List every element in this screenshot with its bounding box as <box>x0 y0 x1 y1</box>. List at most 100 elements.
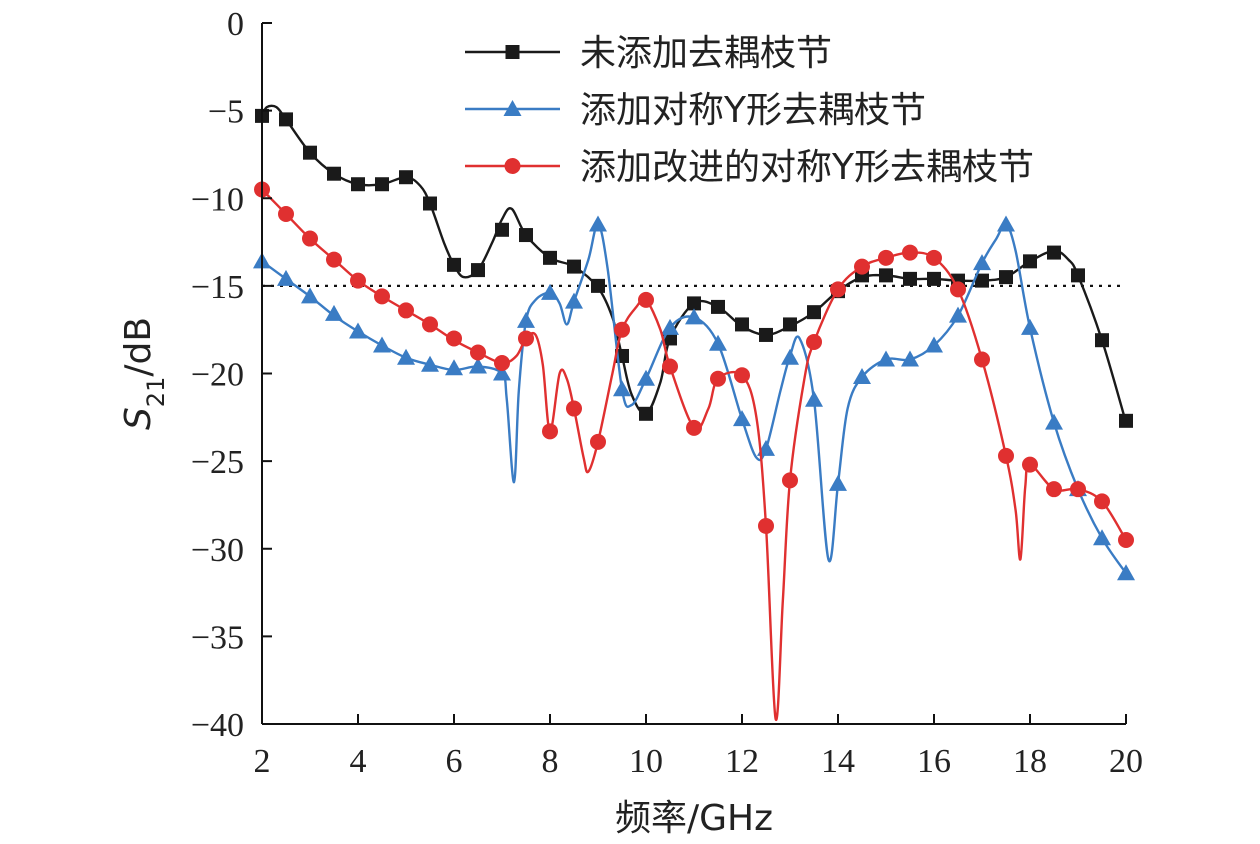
x-tick-label: 2 <box>254 743 271 780</box>
series-2-point <box>1045 413 1063 430</box>
series-2-point <box>445 359 463 376</box>
series-1-point <box>783 317 797 332</box>
series-3-point <box>302 230 318 247</box>
series-1-point <box>447 257 461 272</box>
series-2-point <box>805 390 823 407</box>
series-3-point <box>398 302 414 319</box>
series-3-point <box>518 330 534 347</box>
series-2-point <box>349 322 367 339</box>
x-tick-label: 20 <box>1109 743 1143 780</box>
series-3-point <box>470 344 486 361</box>
series-1-point <box>591 278 605 293</box>
series-1-point <box>639 406 653 421</box>
series-3-point <box>974 351 990 368</box>
series-1-point <box>495 222 509 237</box>
series-2-point <box>277 269 295 286</box>
series-2-point <box>829 474 847 491</box>
series-1-point <box>711 299 725 314</box>
series-layer <box>253 104 1135 721</box>
series-2-point <box>781 348 799 365</box>
series-2-point <box>517 311 535 328</box>
series-1-point <box>1071 268 1085 283</box>
series-3-point <box>566 400 582 417</box>
series-2-point <box>469 357 487 374</box>
series-2-point <box>685 308 703 325</box>
series-1-point <box>1095 333 1109 348</box>
series-1-point <box>303 145 317 160</box>
series-2-point <box>565 292 583 309</box>
x-tick-label: 12 <box>725 743 759 780</box>
series-1-point <box>543 250 557 265</box>
series-2-point <box>901 350 919 367</box>
series-3-point <box>854 258 870 275</box>
y-tick-label: −15 <box>191 269 244 306</box>
series-3-point <box>686 419 702 436</box>
series-1-point <box>375 177 389 192</box>
series-3-point <box>1094 493 1110 510</box>
legend-label: 添加改进的对称Y形去耦枝节 <box>580 147 1034 188</box>
series-1-point <box>423 196 437 211</box>
series-3-point <box>782 472 798 489</box>
series-1-point <box>687 296 701 311</box>
series-3-point <box>350 272 366 289</box>
series-1-point <box>999 270 1013 285</box>
series-1-point <box>879 268 893 283</box>
series-3-point <box>926 249 942 266</box>
series-2-point <box>397 348 415 365</box>
series-3-point <box>446 330 462 347</box>
series-2-point <box>973 254 991 271</box>
legend-label: 添加对称Y形去耦枝节 <box>580 90 926 131</box>
series-3-point <box>590 433 606 450</box>
series-2-point <box>1117 564 1135 581</box>
series-1 <box>255 104 1133 428</box>
legend-marker <box>504 158 521 174</box>
x-axis-title: 频率/GHz <box>615 798 773 839</box>
series-1-point <box>279 112 293 127</box>
x-tick-label: 16 <box>917 743 951 780</box>
series-3-point <box>878 249 894 266</box>
series-2-point <box>925 336 943 353</box>
series-1-point <box>903 271 917 286</box>
y-tick-label: 0 <box>227 6 244 43</box>
series-3-point <box>830 281 846 298</box>
y-tick-label: −30 <box>191 532 244 569</box>
series-3-point <box>1022 456 1038 473</box>
series-1-point <box>471 263 485 278</box>
series-2-point <box>997 215 1015 232</box>
series-2-point <box>1021 318 1039 335</box>
series-2-point <box>733 410 751 427</box>
y-tick-label: −5 <box>208 94 244 131</box>
series-2-point <box>661 318 679 335</box>
series-1-point <box>351 177 365 192</box>
series-2-point <box>325 304 343 321</box>
series-3-point <box>662 358 678 375</box>
series-3 <box>254 181 1134 721</box>
series-1-point <box>1047 245 1061 260</box>
series-1-point <box>807 305 821 320</box>
series-2-point <box>949 306 967 323</box>
y-axis-title-unit: /dB <box>118 317 159 377</box>
legend-item-2: 添加对称Y形去耦枝节 <box>465 90 926 131</box>
series-2-point <box>541 283 559 300</box>
series-3-point <box>638 291 654 308</box>
series-3-point <box>614 321 630 338</box>
x-tick-label: 10 <box>629 743 663 780</box>
series-1-point <box>975 273 989 288</box>
y-tick-label: −20 <box>191 357 244 394</box>
x-tick-label: 14 <box>821 743 855 780</box>
series-3-point <box>1046 481 1062 498</box>
series-1-point <box>759 327 773 342</box>
series-3-point <box>710 370 726 387</box>
series-3-point <box>278 206 294 223</box>
y-tick-label: −10 <box>191 181 244 218</box>
y-tick-label: −40 <box>191 707 244 744</box>
series-3-point <box>806 333 822 350</box>
y-axis-title-main: S <box>118 407 159 430</box>
series-2-point <box>853 368 871 385</box>
legend-marker <box>503 100 522 116</box>
series-1-point <box>1023 254 1037 269</box>
series-2-point <box>493 364 511 381</box>
series-2-point <box>877 350 895 367</box>
